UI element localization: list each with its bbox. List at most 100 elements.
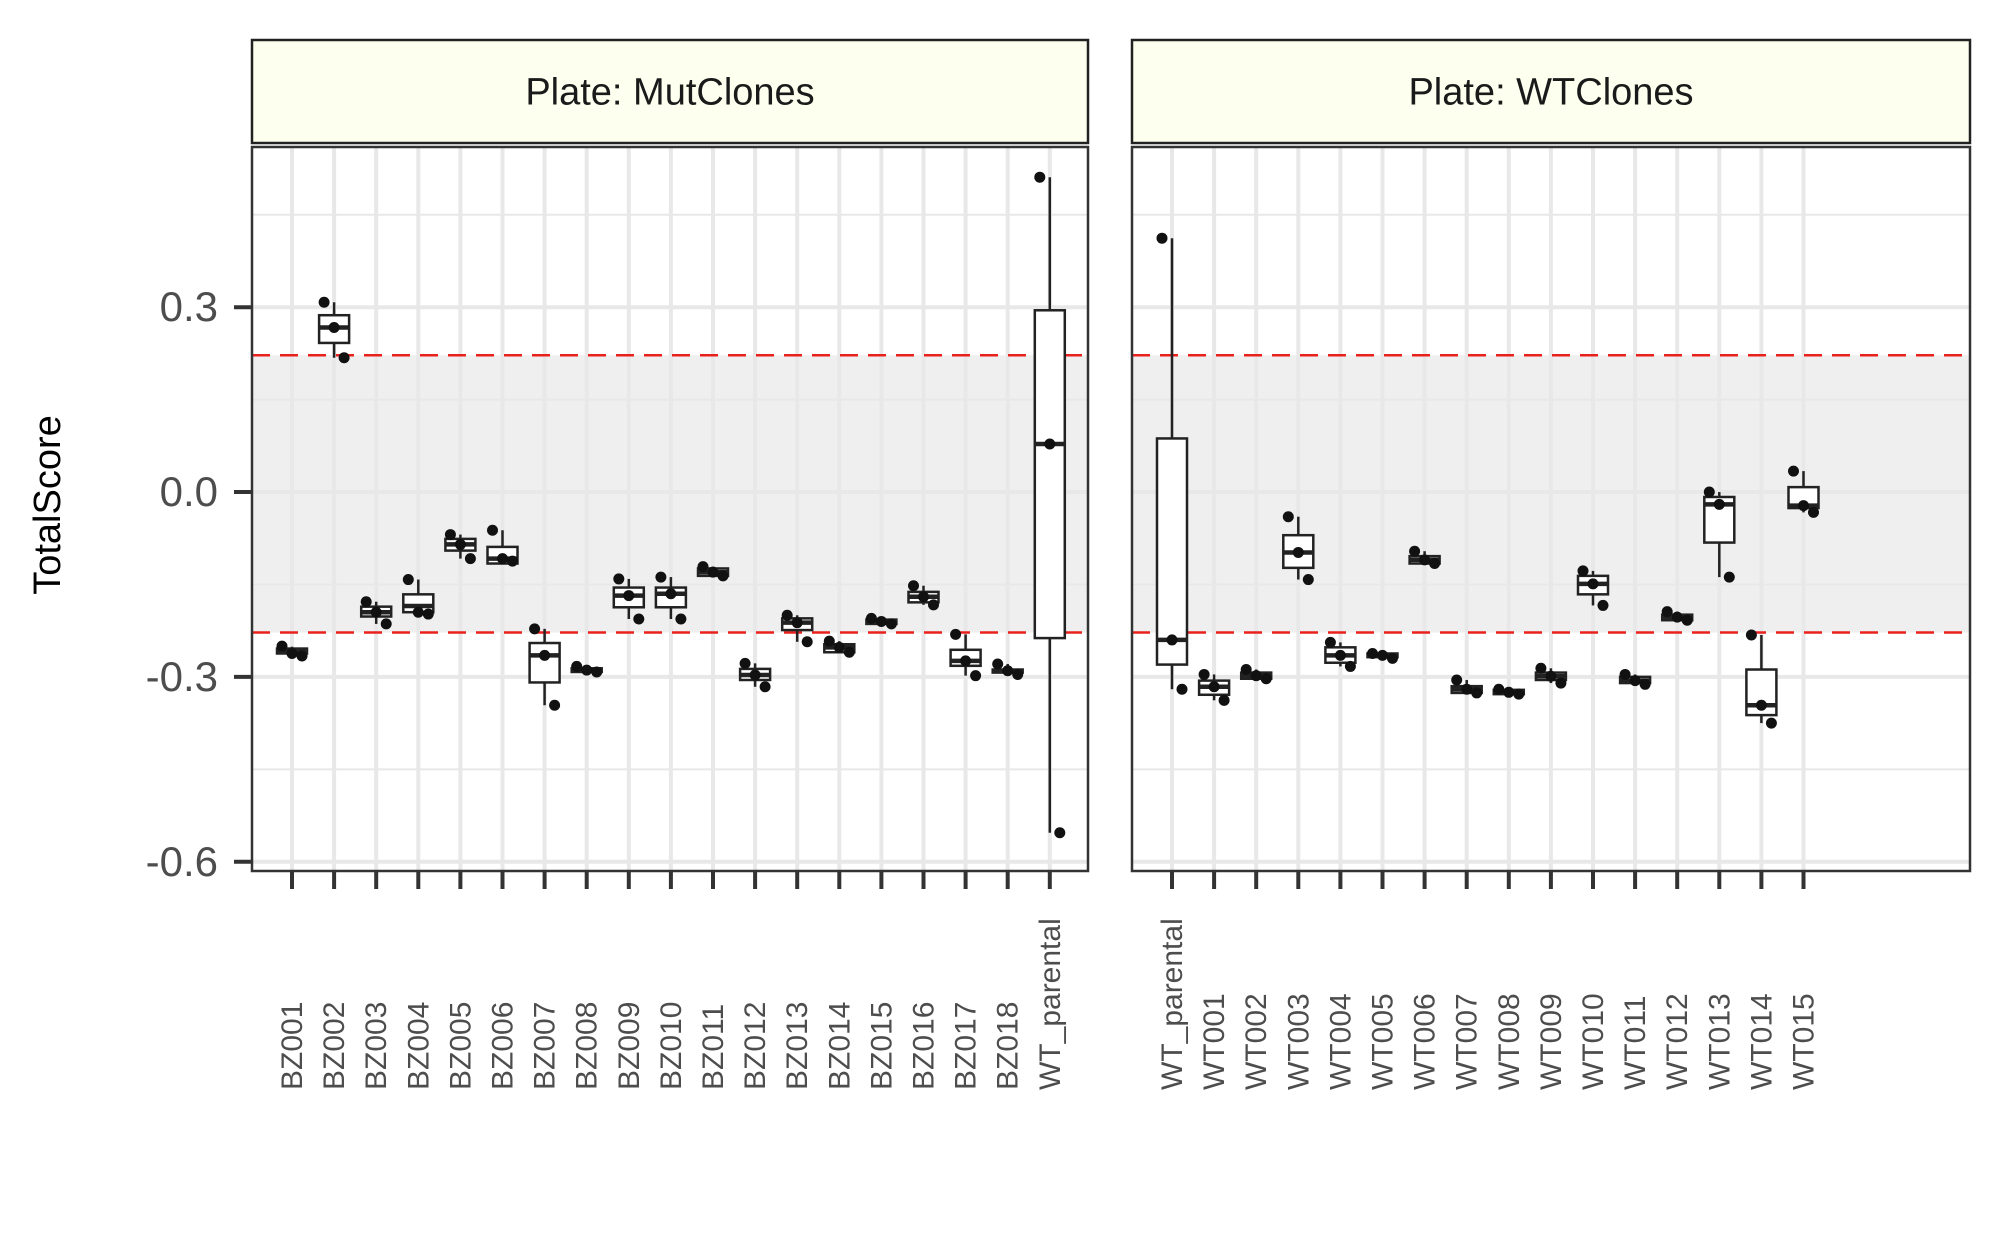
data-point (1798, 500, 1809, 512)
data-point (823, 635, 835, 647)
data-point (759, 681, 771, 693)
x-tick-label: WT013 (1703, 993, 1736, 1090)
data-point (1208, 681, 1220, 693)
data-point (950, 628, 962, 640)
facet-panel: Plate: WTClones WT_parental WT001 WT002 WT00… (1130, 38, 1972, 1090)
data-point (1302, 574, 1314, 586)
data-point (1292, 546, 1304, 558)
data-point (422, 608, 434, 620)
box-body (528, 641, 561, 684)
x-tick-label: BZ015 (865, 1002, 898, 1090)
data-point (412, 606, 424, 618)
data-point (960, 655, 972, 667)
data-point (1619, 668, 1631, 680)
data-point (402, 574, 414, 586)
data-point (539, 649, 551, 661)
data-point (1034, 171, 1046, 183)
x-tick-label: WT015 (1788, 993, 1821, 1090)
x-tick-label: WT014 (1745, 993, 1778, 1090)
data-point (318, 296, 330, 308)
data-point (296, 650, 308, 662)
data-point (1755, 699, 1767, 711)
data-point (338, 352, 350, 364)
data-point (665, 588, 677, 600)
data-point (1703, 486, 1715, 498)
x-tick-label: BZ003 (360, 1002, 393, 1090)
data-point (1503, 686, 1515, 698)
data-point (1661, 606, 1673, 618)
data-point (707, 566, 719, 578)
data-point (633, 613, 645, 625)
data-point (843, 646, 855, 658)
data-point (1577, 565, 1589, 577)
data-point (1166, 634, 1178, 646)
data-point (1765, 717, 1777, 729)
data-point (833, 641, 845, 653)
data-point (549, 699, 561, 711)
x-tick-label: BZ008 (571, 1002, 604, 1090)
data-point (360, 596, 372, 608)
y-tick-label: -0.6 (146, 838, 218, 885)
data-point (1324, 636, 1336, 648)
x-tick-label: BZ010 (655, 1002, 688, 1090)
data-point (1044, 438, 1056, 450)
y-tick-label: 0.0 (160, 468, 218, 515)
data-point (1240, 664, 1252, 676)
data-point (791, 617, 803, 629)
x-tick-label: BZ011 (697, 1004, 730, 1090)
x-tick-label: BZ004 (402, 1002, 435, 1090)
data-point (1639, 678, 1651, 690)
data-point (992, 658, 1004, 670)
x-tick-label: WT010 (1577, 993, 1610, 1090)
data-point (1545, 670, 1557, 682)
data-point (529, 623, 541, 635)
data-point (1334, 649, 1346, 661)
x-tick-label: WT008 (1493, 993, 1526, 1090)
data-point (276, 640, 288, 652)
data-point (454, 538, 466, 550)
facet-panel: Plate: MutClones BZ001 BZ002 BZ003 BZ004 BZ00… (250, 38, 1090, 1090)
panels-layer: Plate: MutClones BZ001 BZ002 BZ003 BZ004 BZ00… (250, 38, 1972, 1090)
data-point (286, 647, 298, 659)
x-tick-label: BZ007 (529, 1002, 562, 1090)
data-point (1176, 683, 1188, 695)
data-point (781, 609, 793, 621)
data-point (739, 657, 751, 669)
facet-strip (250, 38, 1090, 145)
data-point (970, 670, 982, 682)
x-tick-label: BZ016 (908, 1002, 941, 1090)
data-point (1461, 683, 1473, 695)
x-tick-label: BZ009 (613, 1002, 646, 1090)
x-tick-label: WT011 (1619, 996, 1652, 1090)
data-point (1555, 677, 1567, 689)
y-axis: 0.3 0.0 -0.3 -0.6 (146, 283, 252, 885)
data-point (487, 524, 498, 536)
data-point (1012, 668, 1024, 680)
data-point (444, 529, 456, 541)
data-point (697, 561, 709, 573)
box-body (1033, 309, 1067, 640)
data-point (1788, 465, 1799, 477)
data-point (1681, 614, 1693, 626)
facet-strip (1130, 38, 1972, 145)
x-tick-label: WT012 (1661, 993, 1694, 1090)
data-point (1419, 554, 1431, 566)
x-tick-label: WT003 (1282, 993, 1315, 1090)
data-point (1429, 558, 1441, 570)
data-point (717, 570, 729, 582)
data-point (1471, 687, 1483, 699)
x-tick-label: WT004 (1324, 993, 1357, 1090)
data-point (571, 660, 583, 672)
data-point (885, 618, 897, 630)
data-point (1671, 611, 1683, 623)
data-point (875, 615, 887, 627)
data-point (380, 618, 392, 630)
data-point (1535, 662, 1547, 674)
data-point (908, 580, 919, 592)
x-tick-label: WT002 (1240, 993, 1273, 1090)
x-tick-label: BZ014 (823, 1002, 856, 1090)
data-point (1002, 665, 1014, 677)
data-point (1198, 668, 1210, 680)
x-tick-label: BZ018 (992, 1002, 1025, 1090)
data-point (1451, 674, 1463, 686)
